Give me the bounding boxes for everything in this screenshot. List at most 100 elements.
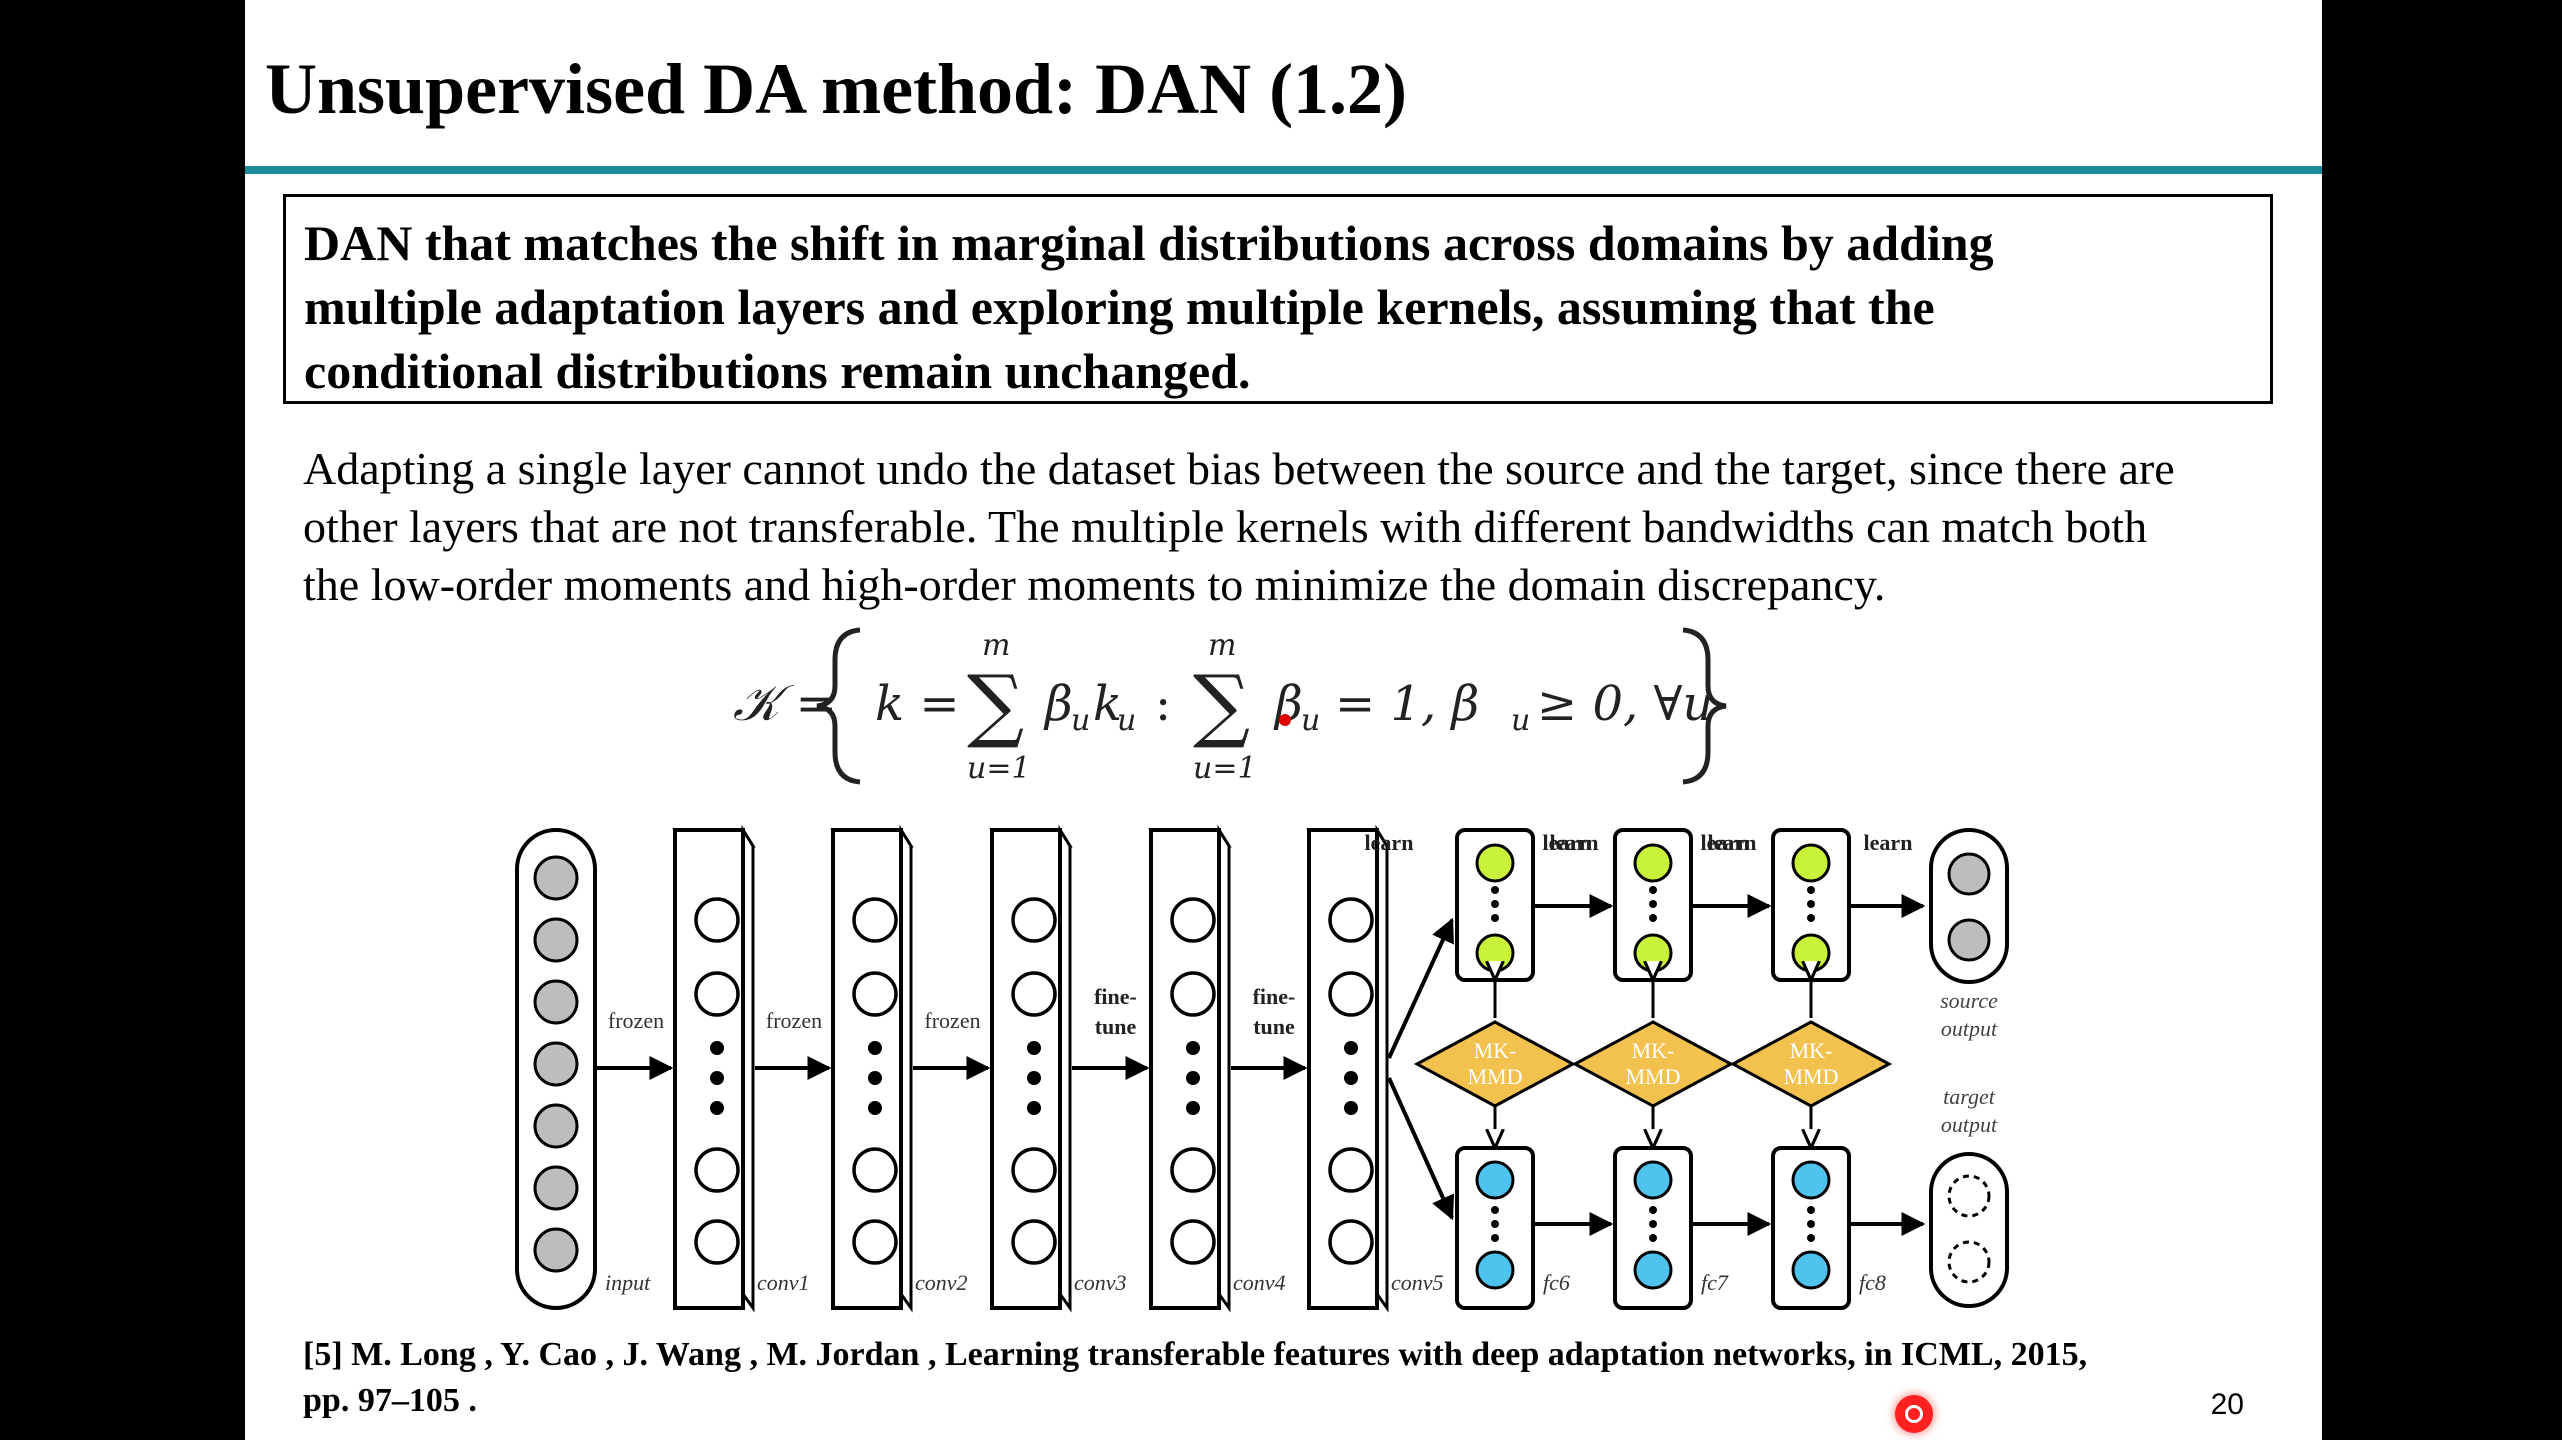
ellipsis-dot [1807,914,1815,922]
target-output-label: output [1941,1112,1998,1137]
source-output-label: output [1941,1016,1998,1041]
input-node [533,1041,579,1087]
fc-source-node [1791,933,1831,973]
edge-label: frozen [924,1008,980,1033]
source-output-node [1947,918,1991,962]
kernel-formula: 𝒦 = k = m ∑ u=1 β u k u : m ∑ u=1 β u = … [733,627,1727,786]
formula-sum-upper: m [1208,628,1236,663]
formula-tail-sub: u [1511,703,1530,738]
formula-sum-lower: u=1 [1193,751,1257,786]
ellipsis-dot [1491,1206,1499,1214]
mk-mmd-label: MK- [1790,1038,1833,1063]
mk-mmd-label: MK- [1632,1038,1675,1063]
formula-sum-upper: m [982,628,1010,663]
input-node [533,1165,579,1211]
fc-source-node [1633,843,1673,883]
ellipsis-dot [1807,1220,1815,1228]
ellipsis-dot [1491,886,1499,894]
mk-mmd-label: MMD [1467,1064,1522,1089]
input-node [533,917,579,963]
ellipsis-dot [1807,886,1815,894]
summary-line: DAN that matches the shift in marginal d… [304,215,1994,271]
formula-term1: β [1043,676,1073,732]
fc-source-node [1791,843,1831,883]
formula-k-eq: k = [875,676,960,732]
ellipsis-dot [710,1071,724,1085]
conv-node [694,971,740,1017]
conv-node [1011,1219,1057,1265]
layer-label: conv1 [757,1270,810,1295]
layer-label: fc8 [1859,1270,1886,1295]
formula-sum-symbol: ∑ [967,658,1024,751]
layer-label: conv5 [1391,1270,1444,1295]
input-node [533,1227,579,1273]
edge-label: tune [1253,1014,1295,1039]
mk-mmd-label: MMD [1625,1064,1680,1089]
edge-label: frozen [766,1008,822,1033]
presenter-cursor-icon [1895,1395,1933,1433]
title-divider [245,166,2322,174]
learn-label: learn [1550,830,1599,855]
ellipsis-dot [1807,1206,1815,1214]
conv-node [694,1219,740,1265]
slide: Unsupervised DA method: DAN (1.2) DAN th… [245,0,2322,1440]
ellipsis-dot [710,1101,724,1115]
mk-mmd-label: MK- [1474,1038,1517,1063]
ellipsis-dot [1649,1234,1657,1242]
conv-node [1170,971,1216,1017]
ellipsis-dot [1649,886,1657,894]
learn-label: learn [1701,830,1750,855]
conv-node [1328,1147,1374,1193]
target-output-label: target [1943,1084,1996,1109]
layer-label: fc7 [1701,1270,1729,1295]
learn-label: learn [1543,830,1592,855]
ellipsis-dot [1649,1220,1657,1228]
laser-pointer-dot [1279,714,1291,726]
ellipsis-dot [1186,1101,1200,1115]
conv-node [1011,971,1057,1017]
conv-node [852,971,898,1017]
dan-architecture-diagram: input conv1 conv2 conv3 conv4 conv5 frozen froz… [515,824,2009,1313]
ellipsis-dot [1344,1041,1358,1055]
learn-label: learn [1365,830,1414,855]
ellipsis-dot [1186,1071,1200,1085]
ellipsis-dot [1491,1220,1499,1228]
conv-node [694,1147,740,1193]
fc-target-node [1475,1160,1515,1200]
input-node [533,979,579,1025]
edge-label: frozen [608,1008,664,1033]
conv-node [852,897,898,943]
formula-term1-sub: u [1071,703,1090,738]
layer-label: conv3 [1074,1270,1127,1295]
conv-node [1011,1147,1057,1193]
ellipsis-dot [1649,1206,1657,1214]
reference-line: [5] M. Long , Y. Cao , J. Wang , M. Jord… [303,1336,2088,1373]
summary-line: conditional distributions remain unchang… [304,343,1251,399]
layer-label: input [605,1270,651,1295]
formula-colon: : [1155,676,1171,732]
input-node [533,855,579,901]
page-number: 20 [2210,1388,2244,1421]
branch-arrow-source [1387,917,1454,1059]
formula-term1-k-sub: u [1117,703,1136,738]
layer-label: fc6 [1543,1270,1570,1295]
ellipsis-dot [1344,1101,1358,1115]
ellipsis-dot [868,1041,882,1055]
ellipsis-dot [1807,1234,1815,1242]
conv-node [1328,971,1374,1017]
edge-label: tune [1095,1014,1137,1039]
ellipsis-dot [1649,900,1657,908]
conv-node [852,1147,898,1193]
learn-label: learn [1708,830,1757,855]
fc-target-node [1633,1250,1673,1290]
fc-source-node [1633,933,1673,973]
fc-source-node [1475,933,1515,973]
ellipsis-dot [1186,1041,1200,1055]
layer-label: conv2 [915,1270,968,1295]
fc-target-node [1475,1250,1515,1290]
fc-target-node [1633,1160,1673,1200]
input-node [533,1103,579,1149]
reference: [5] M. Long , Y. Cao , J. Wang , M. Jord… [303,1332,2283,1424]
edge-label: fine- [1253,984,1296,1009]
ellipsis-dot [1027,1041,1041,1055]
